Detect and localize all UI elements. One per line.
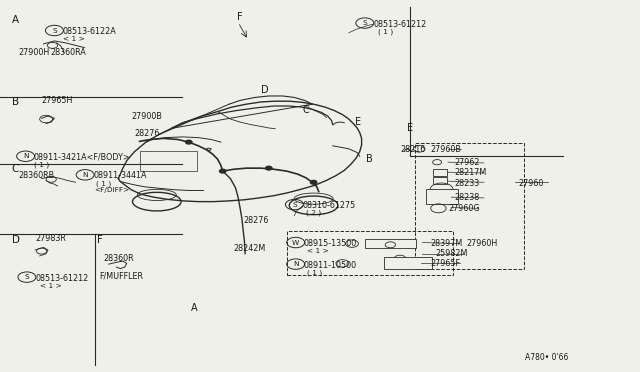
Text: 27960B: 27960B [430,145,461,154]
Ellipse shape [289,196,338,215]
Circle shape [310,180,317,184]
Text: N: N [293,261,298,267]
Text: 28217M: 28217M [454,169,486,177]
Text: ( 1 ): ( 1 ) [34,161,49,168]
Text: 27983R: 27983R [35,234,66,243]
Text: B: B [12,97,19,108]
Text: 08513-6122A: 08513-6122A [63,27,116,36]
Text: S: S [52,28,57,33]
Text: C: C [303,105,310,115]
Bar [415,143,524,269]
Text: 08310-61275: 08310-61275 [303,201,356,210]
Text: A: A [191,303,197,313]
Text: 28360RA: 28360RA [50,48,86,57]
Text: N: N [83,172,88,178]
Bar [140,151,197,171]
Ellipse shape [132,192,181,211]
Text: N: N [23,153,28,159]
Text: 28233: 28233 [454,179,479,187]
Text: < 1 >: < 1 > [307,248,329,254]
Text: C: C [12,164,19,174]
Text: 08513-61212: 08513-61212 [373,20,426,29]
Text: B: B [366,154,373,164]
Text: 28276: 28276 [134,129,160,138]
Text: <F/DIFF>: <F/DIFF> [94,187,129,193]
Text: 28242M: 28242M [234,244,266,253]
Text: D: D [261,85,269,95]
Text: ( 2 ): ( 2 ) [306,209,321,216]
Text: 27960G: 27960G [448,204,479,213]
Text: D: D [12,235,19,245]
Circle shape [220,169,226,173]
Text: 27960: 27960 [518,179,544,187]
Text: S: S [292,202,297,208]
Text: 28276: 28276 [243,216,269,225]
Text: 28216: 28216 [400,145,425,154]
Bar [384,257,432,269]
Text: 27900B: 27900B [131,112,162,121]
Bar [365,239,416,248]
Text: E: E [355,117,362,127]
Text: E: E [407,123,413,133]
Text: 27960H: 27960H [466,239,497,248]
Bar [433,169,447,176]
Bar [287,231,453,275]
Text: ( 1 ): ( 1 ) [378,28,393,35]
Text: 27962: 27962 [454,158,480,167]
Text: ( 1 ): ( 1 ) [307,269,323,276]
Text: < 1 >: < 1 > [40,283,61,289]
Text: F/MUFFLER: F/MUFFLER [99,272,143,280]
Text: 28238: 28238 [454,193,479,202]
Text: A780• 0ʹ66: A780• 0ʹ66 [525,353,568,362]
Text: < 1 >: < 1 > [63,36,84,42]
Text: 08911-3421A<F/BODY>: 08911-3421A<F/BODY> [34,153,131,162]
Text: 27900H: 27900H [18,48,49,57]
Text: 08513-61212: 08513-61212 [35,274,88,283]
Text: W: W [292,240,300,246]
Text: 28360R: 28360R [104,254,134,263]
Text: 25982M: 25982M [435,249,468,258]
Text: 08915-13500: 08915-13500 [304,239,357,248]
Text: 27965F: 27965F [431,259,461,268]
Text: 08911-3441A: 08911-3441A [93,171,147,180]
Text: 28397M: 28397M [431,239,463,248]
Bar [426,189,458,204]
Text: F: F [237,12,243,22]
Text: 27965H: 27965H [42,96,73,105]
Bar [433,177,447,184]
Text: S: S [24,274,29,280]
Text: ( 1 ): ( 1 ) [96,180,111,187]
Text: S: S [362,20,367,26]
Text: A: A [12,15,19,25]
Text: 28360RB: 28360RB [18,171,54,180]
Circle shape [266,166,272,170]
Circle shape [186,140,192,144]
Text: 08911-10500: 08911-10500 [304,261,357,270]
Text: F: F [97,235,103,245]
